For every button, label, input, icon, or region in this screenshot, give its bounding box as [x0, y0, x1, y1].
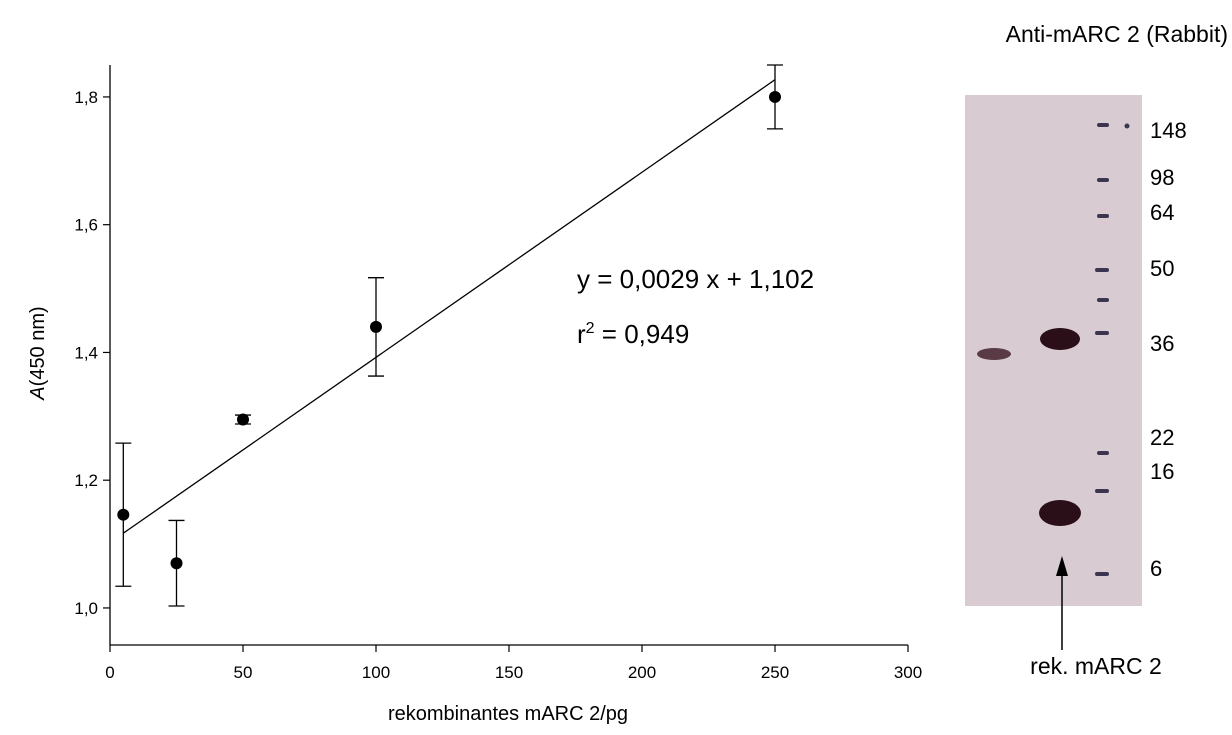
y-tick-label: 1,6: [74, 216, 98, 235]
dot: [1124, 123, 1130, 129]
ladder-band: [1097, 178, 1109, 182]
blot-title: Anti-mARC 2 (Rabbit): [1006, 21, 1228, 47]
ladder-band: [1095, 331, 1109, 335]
x-tick-label: 300: [894, 663, 922, 682]
ladder-band: [1097, 451, 1109, 455]
arrow-label: rek. mARC 2: [1030, 653, 1162, 679]
y-tick-label: 1,4: [74, 343, 98, 362]
r2-rest: = 0,949: [595, 319, 690, 349]
y-tick-label: 1,2: [74, 471, 98, 490]
trendline: [122, 79, 776, 534]
ladder-band: [1095, 572, 1109, 576]
point: [237, 413, 249, 426]
ladder-band: [1095, 268, 1109, 272]
marker-label: 22: [1150, 425, 1174, 450]
ladder-band: [1097, 123, 1109, 127]
point: [370, 320, 382, 333]
marker-label: 6: [1150, 556, 1162, 581]
y-axis-label: A(450 nm): [27, 306, 49, 400]
ladder-band: [1097, 298, 1109, 302]
r2-base: r: [577, 319, 586, 349]
x-tick-label: 100: [362, 663, 390, 682]
marker-label: 16: [1150, 459, 1174, 484]
x-tick-label: 250: [761, 663, 789, 682]
marker-label: 98: [1150, 165, 1174, 190]
marker-label: 50: [1150, 256, 1174, 281]
y-tick-label: 1,8: [74, 88, 98, 107]
marker-label: 64: [1150, 200, 1174, 225]
ladder-band: [1095, 489, 1109, 493]
band: [977, 348, 1011, 360]
x-tick-label: 150: [495, 663, 523, 682]
x-tick-label: 200: [628, 663, 656, 682]
equation: y = 0,0029 x + 1,102: [577, 264, 814, 294]
band: [1040, 328, 1080, 350]
arrow-head: [1056, 556, 1068, 576]
x-tick-label: 0: [105, 663, 114, 682]
y-label-italic: A: [27, 386, 49, 400]
band: [1039, 500, 1081, 526]
ladder-band: [1097, 214, 1109, 218]
y-tick-label: 1,0: [74, 599, 98, 618]
r-squared: r2 = 0,949: [577, 319, 689, 349]
point: [117, 508, 130, 521]
marker-label: 148: [1150, 118, 1187, 143]
x-axis-label: rekombinantes mARC 2/pg: [388, 703, 628, 725]
y-label-rest: (450 nm): [27, 306, 49, 386]
x-tick-label: 50: [234, 663, 253, 682]
point: [769, 90, 781, 103]
r2-sup: 2: [586, 320, 595, 337]
point: [170, 557, 183, 570]
ladder: [1095, 123, 1130, 576]
blot: Anti-mARC 2 (Rabbit) rek. mARC 2: [965, 21, 1228, 679]
marker-label: 36: [1150, 331, 1174, 356]
